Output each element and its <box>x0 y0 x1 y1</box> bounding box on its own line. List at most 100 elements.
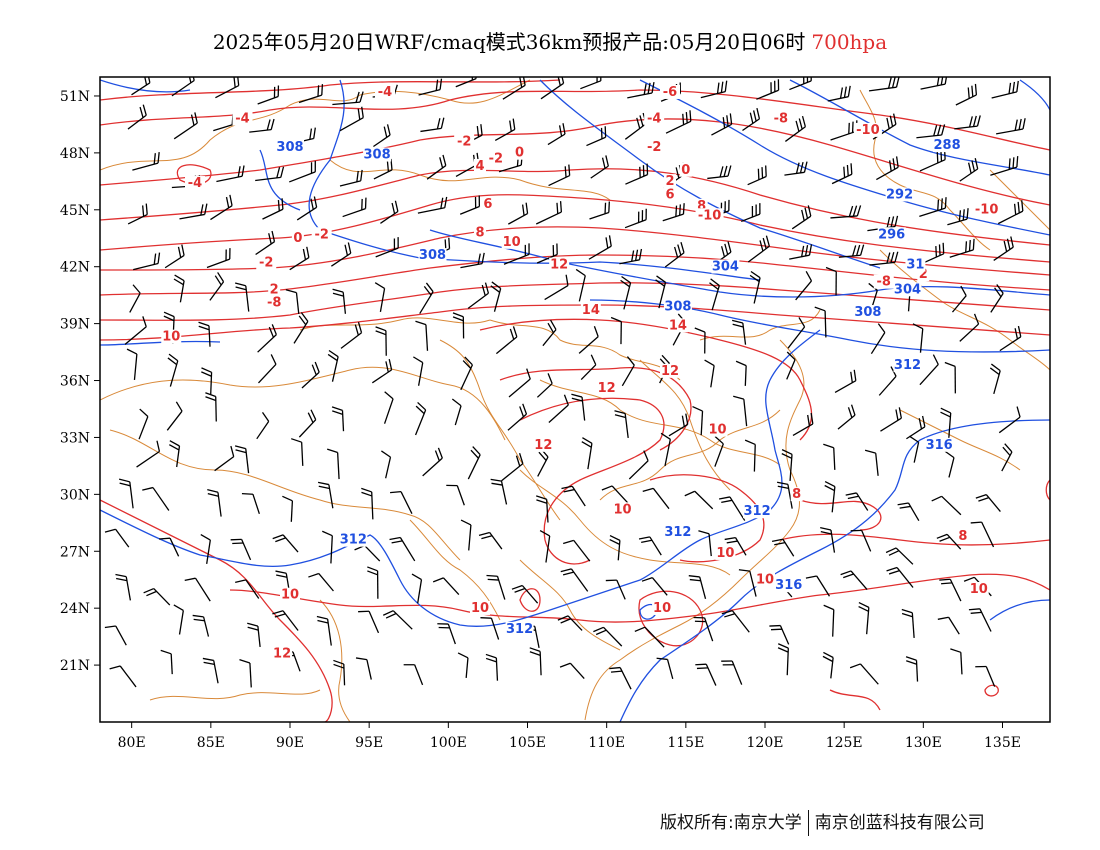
wind-barb <box>296 196 318 221</box>
wind-barb <box>326 448 340 480</box>
wind-barb <box>968 608 992 632</box>
wind-barb <box>993 236 1014 261</box>
wind-barb <box>508 202 529 225</box>
wind-barb <box>249 118 275 133</box>
geopotential-contour-label: 296 <box>878 227 905 242</box>
wind-barb <box>721 660 743 685</box>
wind-barb <box>332 91 364 106</box>
temperature-contour-label: 4 <box>475 159 484 174</box>
wind-barb <box>256 411 270 440</box>
geopotential-contour-label: 308 <box>364 148 391 163</box>
wind-barb <box>741 203 761 223</box>
wind-barb <box>580 354 597 381</box>
temperature-contour-label-bg <box>596 380 617 395</box>
wind-barb <box>490 478 508 505</box>
wind-barb <box>580 77 602 90</box>
wind-barb <box>508 368 531 398</box>
y-tick-label: 42N <box>60 260 90 276</box>
wind-barb <box>601 485 631 506</box>
wind-barb <box>822 651 834 679</box>
temperature-contour-label: 0 <box>293 231 302 246</box>
temperature-contour-label-bg <box>454 134 475 149</box>
geopotential-contour-label-bg <box>774 578 803 593</box>
wind-barb <box>660 432 671 467</box>
latitude-axis: 51N 48N 45N 42N 39N 36N 33N 30N 27N 24N 21N <box>60 89 100 674</box>
geopotential-contour-label: 292 <box>886 187 913 202</box>
temperature-contour-label-bg <box>256 255 277 270</box>
wind-barb <box>588 235 612 260</box>
wind-barb <box>485 653 499 681</box>
wind-barb <box>589 201 610 220</box>
temperature-contour-label-bg <box>580 303 601 318</box>
wind-barb <box>901 608 915 638</box>
map-frame <box>99 76 1051 723</box>
wind-barb <box>415 320 429 351</box>
wind-barb <box>234 282 250 312</box>
temperature-contour-label-bg <box>470 600 490 615</box>
wind-barb <box>581 437 593 470</box>
wind-barb <box>562 539 591 562</box>
wind-barb <box>733 395 748 427</box>
temperature-contour-label: 8 <box>697 199 706 214</box>
geopotential-contour-label-bg <box>339 532 368 547</box>
temperature-contour-label-bg <box>644 139 665 154</box>
temperature-contour-label-bg <box>375 84 395 99</box>
wind-barb <box>561 485 586 507</box>
wind-barb <box>382 610 413 630</box>
wind-barb <box>578 326 599 354</box>
temperature-contour-label: -4 <box>235 112 249 127</box>
wind-barb <box>124 316 147 345</box>
wind-barb <box>641 577 668 596</box>
temperature-contour-label: -6 <box>663 85 677 100</box>
wind-barb <box>548 164 571 187</box>
wind-barb <box>919 354 939 386</box>
temperature-contour-label-bg <box>485 151 506 166</box>
temperature-contour-label-bg <box>652 600 673 615</box>
wind-barb <box>787 317 806 349</box>
wind-barb <box>340 321 363 349</box>
wind-barb <box>823 604 835 637</box>
wind-barb <box>609 534 621 561</box>
wind-barb <box>160 649 173 675</box>
wind-barb <box>289 246 310 271</box>
temperature-contour-label-bg <box>790 487 803 502</box>
wind-barb <box>738 569 757 597</box>
wind-barb <box>548 394 569 423</box>
y-tick-label: 45N <box>60 203 90 219</box>
wind-barb <box>655 275 667 309</box>
wind-barb <box>132 152 160 171</box>
wind-barb <box>997 200 1024 225</box>
temperature-contour-label-bg <box>664 174 676 189</box>
temperature-contour-label-bg <box>972 202 1001 217</box>
wind-barb <box>367 566 379 599</box>
wind-barb <box>115 573 132 601</box>
wind-barb <box>308 572 334 592</box>
temperature-contour-label: 8 <box>792 487 801 502</box>
wind-barb <box>949 238 975 258</box>
wind-barb <box>129 284 141 313</box>
wind-barb <box>944 450 955 478</box>
copyright-text: 版权所有:南京大学 <box>660 813 802 833</box>
wind-barb <box>628 450 649 480</box>
wind-barb <box>503 243 530 265</box>
wind-barb <box>142 486 170 511</box>
wind-barb <box>373 124 391 148</box>
wind-barb <box>954 115 981 130</box>
wind-barb <box>418 78 443 96</box>
wind-barb <box>959 158 979 182</box>
temperature-contour-label-bg <box>264 295 285 310</box>
wind-barb <box>749 270 761 304</box>
wind-barb <box>214 445 235 472</box>
wind-barb <box>919 197 947 218</box>
wind-barb <box>998 406 1021 434</box>
footer-credits: 版权所有:南京大学 南京创蓝科技有限公司 <box>660 808 985 836</box>
wind-barb <box>540 77 565 100</box>
wind-barb <box>539 529 551 563</box>
wind-barb <box>375 326 387 356</box>
wind-barb <box>536 243 558 264</box>
wind-barb <box>700 80 728 99</box>
temperature-contour-label-bg <box>644 111 665 126</box>
wind-barb <box>143 587 171 606</box>
wind-barb <box>791 205 812 230</box>
geopotential-contour-label-bg <box>663 525 692 540</box>
